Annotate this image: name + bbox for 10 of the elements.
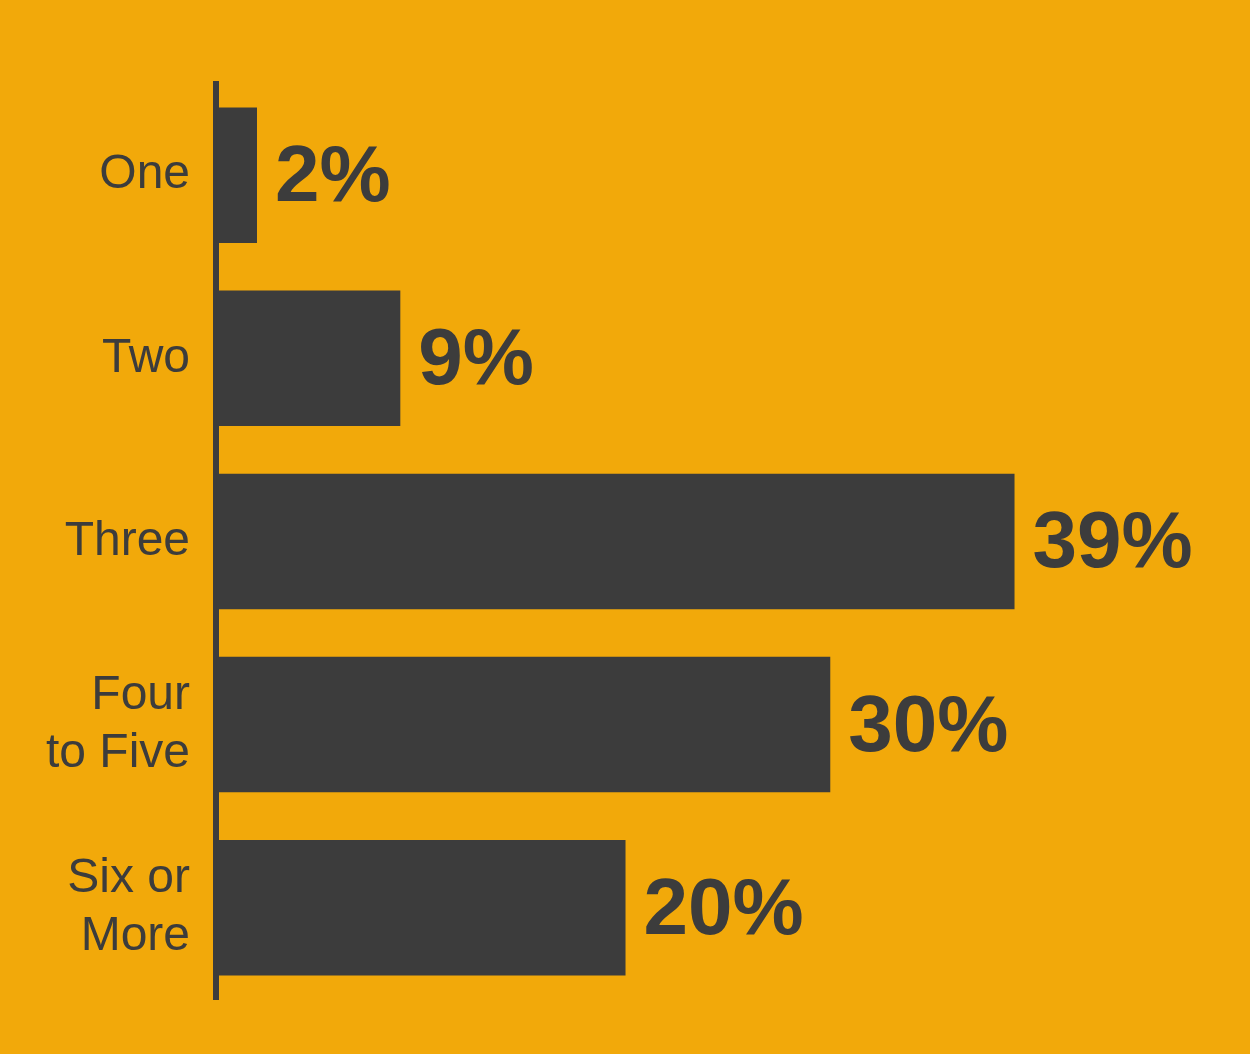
y-tick-label: Three xyxy=(64,511,191,565)
y-tick-label: One xyxy=(99,145,191,199)
y-tick-label: Six or More xyxy=(67,849,191,960)
data-label: 20% xyxy=(643,861,804,951)
y-tick-label: Four to Five xyxy=(46,665,191,777)
data-label: 39% xyxy=(1032,495,1193,585)
data-label: 30% xyxy=(848,678,1009,768)
y-tick-label: Two xyxy=(102,328,191,382)
data-label: 2% xyxy=(274,129,391,219)
data-label: 9% xyxy=(418,312,534,402)
